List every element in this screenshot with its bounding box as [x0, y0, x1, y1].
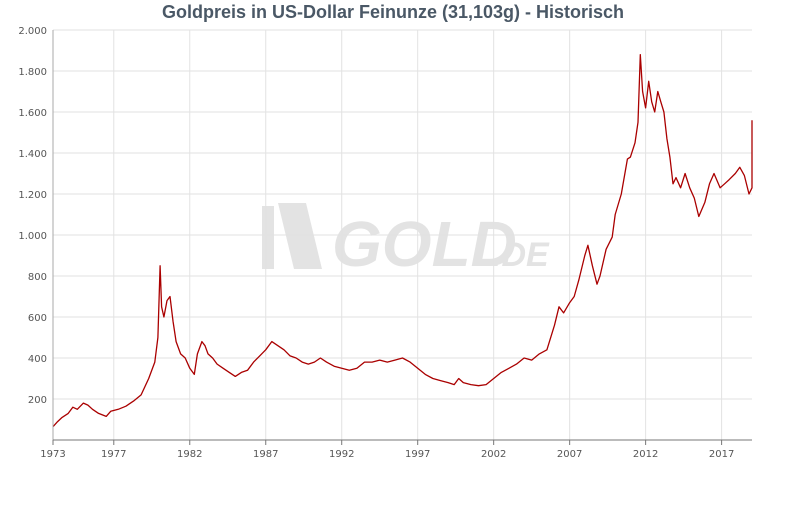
x-tick-label: 1987 — [253, 449, 278, 460]
watermark-text-main: GOLD — [332, 208, 517, 280]
y-tick-label: 200 — [28, 395, 47, 406]
y-tick-label: 600 — [28, 313, 47, 324]
x-tick-label: 1973 — [40, 449, 65, 460]
watermark-logo: GOLD .DE — [262, 203, 550, 280]
x-tick-label: 1977 — [101, 449, 126, 460]
y-tick-label: 1.800 — [18, 67, 47, 78]
y-axis: 200 400 600 800 1.000 1.200 1.400 1.600 1.800 2.0… — [18, 26, 47, 406]
x-tick-label: 1992 — [329, 449, 354, 460]
y-tick-label: 1.400 — [18, 149, 47, 160]
y-tick-label: 1.200 — [18, 190, 47, 201]
chart-title: Goldpreis in US-Dollar Feinunze (31,103g… — [161, 2, 625, 22]
x-tick-label: 1982 — [177, 449, 202, 460]
x-axis: 1973 1977 1982 1987 1992 1997 2002 2007 2012 2017 — [40, 440, 734, 460]
x-tick-label: 2002 — [481, 449, 506, 460]
watermark-text-suffix: .DE — [492, 236, 550, 274]
x-tick-label: 1997 — [405, 449, 430, 460]
x-tick-label: 2017 — [709, 449, 734, 460]
y-tick-label: 400 — [28, 354, 47, 365]
y-tick-label: 2.000 — [18, 26, 47, 37]
y-tick-label: 800 — [28, 272, 47, 283]
gold-price-line — [52, 53, 753, 428]
y-tick-label: 1.000 — [18, 231, 47, 242]
x-tick-label: 2007 — [557, 449, 582, 460]
y-tick-label: 1.600 — [18, 108, 47, 119]
x-tick-label: 2012 — [633, 449, 658, 460]
